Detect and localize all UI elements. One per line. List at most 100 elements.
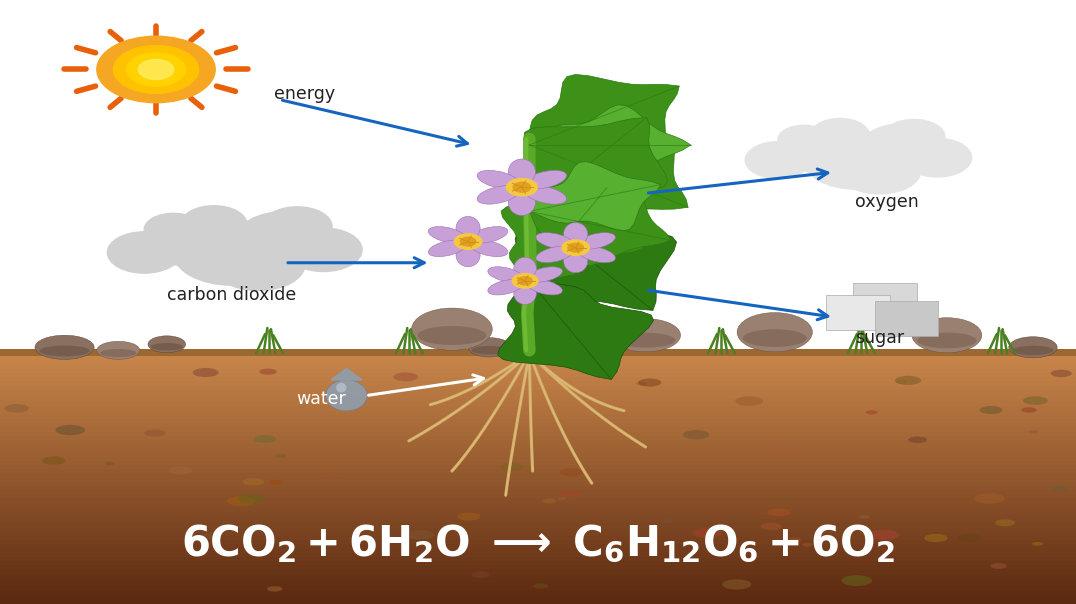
Ellipse shape: [975, 493, 1005, 504]
Bar: [0, 423, 1076, 429]
Circle shape: [512, 274, 538, 288]
Ellipse shape: [692, 528, 722, 538]
Ellipse shape: [508, 190, 536, 216]
Polygon shape: [498, 281, 653, 379]
Bar: [0, 524, 1076, 529]
Ellipse shape: [227, 496, 255, 506]
Ellipse shape: [243, 478, 265, 486]
Ellipse shape: [470, 226, 508, 243]
Bar: [0, 519, 1076, 525]
Ellipse shape: [457, 513, 480, 521]
Polygon shape: [529, 190, 671, 266]
Circle shape: [144, 213, 202, 246]
Ellipse shape: [754, 540, 769, 545]
Ellipse shape: [513, 257, 536, 279]
Ellipse shape: [1023, 396, 1048, 405]
Bar: [0, 398, 1076, 403]
Ellipse shape: [269, 480, 284, 485]
Bar: [0, 440, 1076, 445]
Ellipse shape: [1052, 486, 1067, 491]
Ellipse shape: [761, 522, 781, 530]
Ellipse shape: [722, 579, 751, 590]
Ellipse shape: [578, 233, 615, 249]
Bar: [0, 377, 1076, 382]
FancyBboxPatch shape: [875, 301, 938, 336]
Bar: [0, 540, 1076, 545]
Ellipse shape: [683, 430, 709, 439]
Ellipse shape: [144, 429, 166, 437]
Ellipse shape: [560, 468, 582, 476]
Ellipse shape: [803, 543, 812, 547]
Circle shape: [883, 120, 945, 154]
Ellipse shape: [1021, 407, 1036, 413]
Ellipse shape: [4, 404, 29, 413]
Ellipse shape: [40, 345, 89, 356]
Circle shape: [173, 220, 289, 285]
Ellipse shape: [663, 519, 672, 523]
Ellipse shape: [615, 333, 676, 348]
Ellipse shape: [536, 246, 574, 263]
Polygon shape: [501, 188, 646, 281]
Polygon shape: [331, 368, 362, 380]
Bar: [0, 570, 1076, 575]
FancyBboxPatch shape: [853, 283, 917, 318]
Ellipse shape: [97, 341, 140, 359]
Bar: [0, 461, 1076, 466]
Bar: [0, 561, 1076, 567]
Ellipse shape: [193, 368, 218, 377]
Ellipse shape: [737, 313, 812, 352]
Bar: [0, 498, 1076, 504]
Ellipse shape: [471, 346, 508, 355]
Bar: [0, 474, 1076, 478]
Ellipse shape: [500, 463, 524, 471]
Ellipse shape: [638, 379, 662, 387]
Ellipse shape: [508, 159, 536, 185]
Bar: [0, 477, 1076, 483]
Ellipse shape: [477, 170, 520, 189]
Circle shape: [142, 217, 227, 266]
Ellipse shape: [411, 308, 492, 350]
Ellipse shape: [456, 243, 480, 267]
Ellipse shape: [147, 336, 186, 353]
Bar: [0, 402, 1076, 408]
Circle shape: [810, 118, 869, 152]
Circle shape: [804, 131, 907, 189]
Ellipse shape: [1032, 542, 1043, 545]
Bar: [0, 444, 1076, 449]
Ellipse shape: [42, 457, 66, 464]
Ellipse shape: [336, 383, 346, 393]
Circle shape: [903, 138, 972, 177]
Ellipse shape: [767, 509, 790, 516]
Bar: [0, 590, 1076, 596]
Ellipse shape: [393, 373, 419, 381]
Bar: [0, 548, 1076, 554]
Ellipse shape: [34, 335, 95, 359]
Text: energy: energy: [274, 85, 336, 103]
Ellipse shape: [267, 586, 282, 592]
FancyBboxPatch shape: [826, 295, 890, 330]
Bar: [0, 381, 1076, 387]
Ellipse shape: [789, 538, 802, 542]
Bar: [0, 577, 1076, 583]
Text: carbon dioxide: carbon dioxide: [167, 286, 296, 304]
Text: water: water: [296, 390, 345, 408]
Polygon shape: [529, 162, 661, 231]
Ellipse shape: [254, 435, 277, 443]
Circle shape: [562, 240, 590, 255]
Ellipse shape: [742, 329, 807, 347]
Ellipse shape: [524, 170, 567, 189]
Bar: [0, 431, 1076, 437]
Ellipse shape: [527, 267, 563, 282]
Ellipse shape: [527, 280, 563, 295]
Ellipse shape: [611, 319, 681, 352]
Circle shape: [778, 125, 830, 154]
Ellipse shape: [202, 532, 222, 539]
Ellipse shape: [524, 185, 567, 204]
Ellipse shape: [417, 326, 486, 345]
Bar: [0, 574, 1076, 579]
Ellipse shape: [323, 473, 341, 479]
Ellipse shape: [428, 226, 466, 243]
Ellipse shape: [561, 490, 581, 498]
Ellipse shape: [908, 437, 926, 443]
Circle shape: [507, 179, 537, 196]
